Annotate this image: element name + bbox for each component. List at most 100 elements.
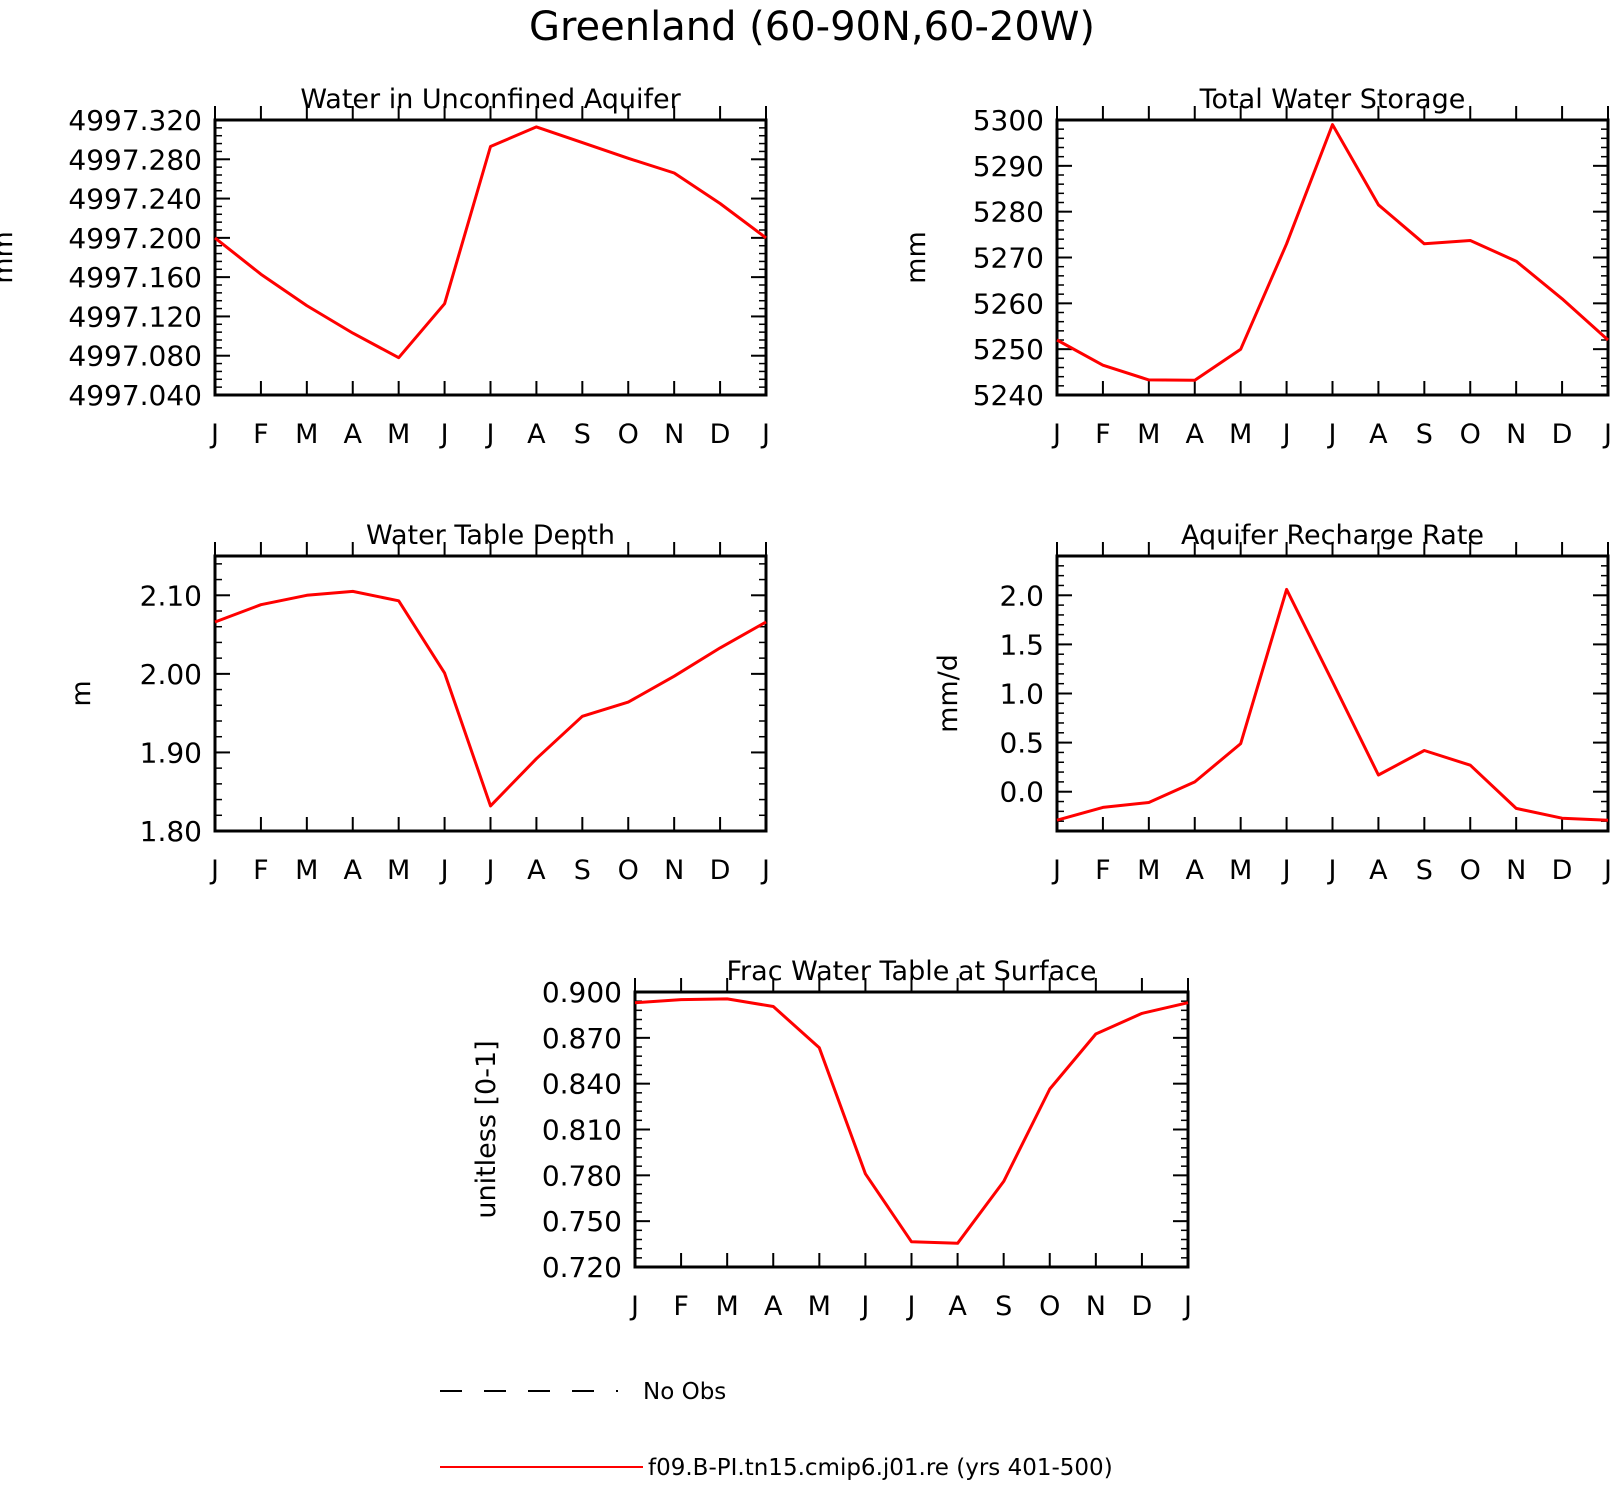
- x-tick-label: N: [664, 855, 684, 886]
- y-tick-label: 1.0: [999, 678, 1044, 711]
- y-tick-label: 2.10: [140, 579, 202, 612]
- legend: No Obs f09.B-PI.tn15.cmip6.j01.re (yrs 4…: [440, 1379, 1113, 1481]
- y-tick-label: 2.0: [999, 579, 1044, 612]
- x-tick-label: N: [664, 419, 684, 450]
- x-tick-label: A: [527, 419, 546, 450]
- x-tick-label: J: [760, 419, 770, 450]
- y-tick-label: 0.810: [542, 1114, 622, 1147]
- x-tick-label: J: [1602, 855, 1612, 886]
- y-tick-label: 0.750: [542, 1205, 622, 1238]
- x-tick-label: J: [485, 855, 495, 886]
- x-tick-label: J: [1327, 855, 1337, 886]
- x-tick-label: D: [1552, 419, 1573, 450]
- x-tick-label: J: [1051, 855, 1061, 886]
- x-tick-label: D: [1552, 855, 1573, 886]
- y-tick-label: 4997.120: [68, 300, 202, 333]
- legend-obs-label: No Obs: [643, 1379, 726, 1405]
- y-axis-label: mm: [901, 231, 932, 284]
- series-line: [634, 997, 1189, 1245]
- x-tick-label: S: [995, 1291, 1012, 1322]
- x-tick-label: A: [344, 419, 363, 450]
- x-tick-label: O: [618, 419, 639, 450]
- x-tick-label: J: [760, 855, 770, 886]
- x-tick-label: N: [1506, 419, 1526, 450]
- x-tick-label: J: [1327, 419, 1337, 450]
- series-line: [214, 125, 767, 360]
- x-tick-label: A: [948, 1291, 967, 1322]
- x-tick-label: A: [527, 855, 546, 886]
- y-tick-label: 5250: [973, 333, 1044, 366]
- y-tick-label: 1.80: [140, 815, 202, 848]
- y-tick-label: 0.840: [542, 1068, 622, 1101]
- x-tick-label: M: [387, 855, 410, 886]
- y-tick-label: 0.5: [999, 727, 1044, 760]
- y-tick-label: 0.870: [542, 1022, 622, 1055]
- x-tick-label: A: [344, 855, 363, 886]
- y-tick-label: 5260: [973, 287, 1044, 320]
- legend-model-label: f09.B-PI.tn15.cmip6.j01.re (yrs 401-500): [648, 1455, 1113, 1481]
- x-tick-label: D: [710, 419, 731, 450]
- y-tick-label: 2.00: [140, 658, 202, 691]
- x-tick-label: F: [1095, 855, 1111, 886]
- x-tick-label: O: [618, 855, 639, 886]
- y-tick-label: 1.5: [999, 628, 1044, 661]
- x-tick-label: F: [253, 855, 269, 886]
- x-tick-label: D: [710, 855, 731, 886]
- y-axis-label: mm: [0, 231, 19, 284]
- x-tick-label: S: [1416, 855, 1433, 886]
- x-tick-label: S: [1416, 419, 1433, 450]
- x-tick-label: A: [1186, 855, 1205, 886]
- series-line: [214, 589, 767, 808]
- x-tick-label: J: [1051, 419, 1061, 450]
- y-tick-label: 4997.040: [68, 379, 202, 412]
- x-tick-label: J: [1182, 1291, 1192, 1322]
- x-tick-label: A: [1369, 419, 1388, 450]
- plot-frame: [633, 990, 1190, 1269]
- x-tick-label: J: [629, 1291, 639, 1322]
- y-tick-label: 4997.080: [68, 340, 202, 373]
- x-tick-label: M: [1229, 419, 1252, 450]
- x-tick-label: J: [209, 855, 219, 886]
- x-tick-label: M: [716, 1291, 739, 1322]
- x-tick-label: M: [295, 855, 318, 886]
- y-tick-label: 4997.160: [68, 261, 202, 294]
- series-line: [1056, 123, 1610, 382]
- y-tick-label: 4997.320: [68, 104, 202, 137]
- x-tick-label: M: [1137, 419, 1160, 450]
- x-tick-label: S: [574, 855, 591, 886]
- y-tick-label: 1.90: [140, 736, 202, 769]
- x-tick-label: M: [1137, 855, 1160, 886]
- x-tick-label: F: [253, 419, 269, 450]
- y-tick-label: 0.780: [542, 1159, 622, 1192]
- x-tick-label: F: [1095, 419, 1111, 450]
- plot-frame: [213, 118, 768, 397]
- x-tick-label: A: [764, 1291, 783, 1322]
- x-tick-label: J: [859, 1291, 869, 1322]
- x-tick-label: J: [906, 1291, 916, 1322]
- y-tick-label: 0.0: [999, 776, 1044, 809]
- y-tick-label: 5240: [973, 379, 1044, 412]
- x-tick-label: O: [1460, 419, 1481, 450]
- x-tick-label: F: [673, 1291, 689, 1322]
- y-tick-label: 4997.280: [68, 143, 202, 176]
- x-tick-label: O: [1039, 1291, 1060, 1322]
- y-tick-label: 4997.240: [68, 183, 202, 216]
- y-axis-label: mm/d: [933, 654, 964, 733]
- plot-frame: [1055, 554, 1610, 833]
- y-tick-label: 5300: [973, 104, 1044, 137]
- y-tick-label: 5280: [973, 196, 1044, 229]
- x-tick-label: M: [1229, 855, 1252, 886]
- x-tick-label: N: [1086, 1291, 1106, 1322]
- y-axis-label: unitless [0-1]: [471, 1040, 502, 1218]
- y-tick-label: 0.900: [542, 976, 622, 1009]
- x-tick-label: J: [485, 419, 495, 450]
- x-tick-label: M: [808, 1291, 831, 1322]
- x-tick-label: J: [1602, 419, 1612, 450]
- x-tick-label: O: [1460, 855, 1481, 886]
